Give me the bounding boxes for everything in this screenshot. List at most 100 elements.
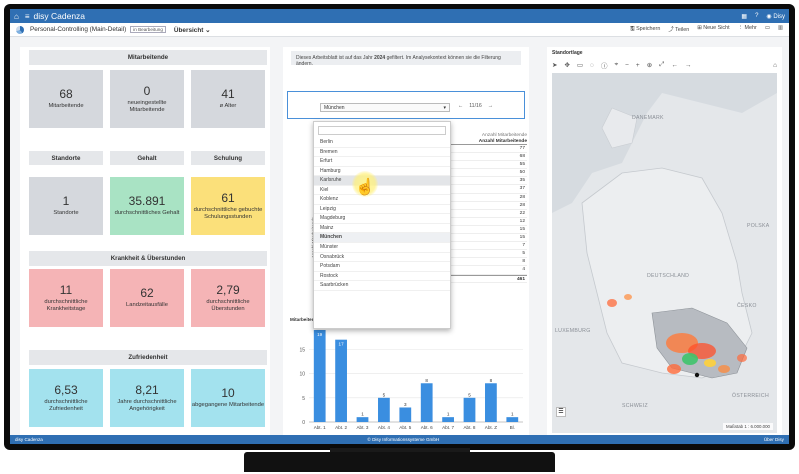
x-tick-label: Abt. 8	[463, 425, 475, 430]
dropdown-item[interactable]: Leipzig	[314, 205, 450, 215]
more-label: Mehr	[744, 25, 757, 31]
table-cell: 28	[519, 202, 525, 208]
grid-icon[interactable]: ▦	[741, 13, 748, 20]
zoom-box-icon[interactable]: ⊕	[646, 62, 653, 69]
table-cell: 15	[519, 235, 525, 241]
dropdown-item[interactable]: München	[314, 233, 450, 244]
back-icon[interactable]: ←	[671, 61, 678, 69]
dropdown-caret-icon: ▾	[443, 105, 446, 111]
kpi-standorte: 1 Standorte	[29, 177, 103, 235]
table-sum-row: 461	[433, 274, 527, 283]
info-icon[interactable]: ⓘ	[600, 63, 608, 70]
heat-spot	[607, 299, 617, 307]
dropdown-item[interactable]: Bremen	[314, 148, 450, 158]
map-canvas[interactable]: DANEMARK DEUTSCHLAND LUXEMBURG ÖSTERREIC…	[552, 73, 777, 433]
next-arrow-icon[interactable]: →	[487, 103, 493, 109]
view-selector[interactable]: Übersicht ⌄	[173, 26, 211, 34]
move-icon[interactable]: ✥	[564, 62, 570, 69]
dropdown-item[interactable]: Kiel	[314, 186, 450, 196]
kpi-alter: 41 ø Alter	[191, 70, 265, 128]
bar-value-label: 1	[361, 412, 364, 417]
x-tick-label: Abt. 5	[399, 425, 411, 430]
kpi-label: Landzeitausfälle	[126, 302, 168, 308]
dropdown-item[interactable]: Münster	[314, 243, 450, 253]
note-year: 2024	[374, 55, 386, 61]
kpi-zufriedenheit: 6,53 durchschnittliche Zufriedenheit	[29, 369, 103, 427]
save-button[interactable]: 🖫 Speichern	[629, 26, 661, 32]
dropdown-item[interactable]: Rostock	[314, 272, 450, 282]
land-denmark	[601, 107, 638, 149]
user-icon[interactable]: ◉ Disy	[766, 13, 785, 20]
help-icon[interactable]: ?	[755, 13, 759, 19]
view-label: Übersicht	[173, 26, 204, 34]
dropdown-item[interactable]: Osnabrück	[314, 253, 450, 263]
home-icon[interactable]: ⌂	[14, 11, 19, 21]
x-tick-label: Abt. 4	[378, 425, 390, 430]
kpi-value: 11	[59, 282, 73, 297]
table-cell: 5	[522, 251, 525, 257]
table-cell: 35	[519, 178, 525, 184]
y-tick-label: 0	[302, 420, 305, 426]
bar	[442, 417, 454, 422]
dropdown-search-input[interactable]	[318, 126, 446, 135]
lasso-icon[interactable]: ◌	[590, 61, 594, 69]
chart-panel: Mitarbeitende pro Abteilung 05101519Abt.…	[287, 316, 529, 434]
locate-icon[interactable]: ⌖	[614, 61, 619, 68]
prev-arrow-icon[interactable]: ←	[458, 103, 464, 109]
dropdown-item[interactable]: Hamburg	[314, 167, 450, 177]
table-row: 68	[433, 153, 527, 162]
new-view-button[interactable]: ⊞ Neue Sicht	[697, 25, 730, 31]
kpi-ueberstunden: 2,79 durchschnittliche Überstunden	[191, 269, 265, 327]
map-list-icon[interactable]: ☰	[556, 407, 566, 417]
location-marker[interactable]	[694, 372, 700, 378]
sea-area	[552, 73, 777, 213]
forward-icon[interactable]: →	[684, 61, 692, 69]
layout-icon[interactable]: ▥	[777, 25, 783, 31]
monitor-neck	[330, 448, 470, 454]
map-title: Standortlage	[552, 50, 583, 56]
location-select[interactable]: München ▾	[320, 103, 450, 112]
dropdown-item[interactable]: Potsdam	[314, 262, 450, 272]
bar-value-label: 8	[490, 378, 493, 383]
dropdown-item[interactable]: Magdeburg	[314, 214, 450, 224]
menu-icon[interactable]: ≡	[24, 11, 30, 21]
more-button[interactable]: ⋮ Mehr	[737, 25, 757, 31]
workbook-toolbar: Personal-Controlling (Main-Detail) in Be…	[10, 23, 789, 37]
table-cell: 4	[522, 267, 525, 273]
status-about-link[interactable]: Über Disy	[763, 437, 784, 442]
dropdown-item[interactable]: Erfurt	[314, 157, 450, 167]
zoom-out-icon[interactable]: −	[625, 61, 629, 69]
dropdown-item[interactable]: Mainz	[314, 224, 450, 234]
status-app-name: disy Cadenza	[15, 437, 43, 442]
table-header: Anzahl Mitarbeitende Anzahl Mitarbeitend…	[433, 133, 527, 145]
dropdown-item[interactable]: Saarbrücken	[314, 281, 450, 291]
dropdown-item[interactable]: Koblenz	[314, 195, 450, 205]
select-rect-icon[interactable]: ▭	[576, 62, 584, 69]
dropdown-item[interactable]: Berlin	[314, 138, 450, 148]
new-view-label: Neue Sicht	[703, 25, 730, 31]
bar-value-label: 3	[404, 402, 407, 407]
fit-icon[interactable]: ⤢	[659, 61, 665, 68]
selected-location: München	[324, 105, 345, 111]
share-button[interactable]: ⤴ Teilen	[668, 27, 690, 33]
dropdown-item[interactable]: Karlsruhe	[314, 176, 450, 186]
kpi-label: ø Alter	[219, 103, 237, 109]
table-cell: 37	[519, 186, 525, 192]
x-tick-label: Bl.	[510, 425, 515, 430]
kpi-angehoerigkeit: 8,21 Jahre durchschnittliche Angehörigke…	[110, 369, 184, 427]
kpi-label: durchschnittliches Gehalt	[114, 210, 180, 216]
home-map-icon[interactable]: ⌂	[773, 61, 777, 69]
app-bar: ⌂ ≡ disy Cadenza ▦ ? ◉ Disy	[10, 9, 789, 23]
table-header-top: Anzahl Mitarbeitende	[481, 133, 527, 138]
kpi-value: 61	[221, 190, 235, 205]
y-tick-label: 15	[299, 347, 305, 353]
map-scale: Maßstab 1 : 6.000.000	[723, 423, 773, 430]
zoom-in-icon[interactable]: +	[635, 61, 640, 69]
table-cell: 12	[519, 218, 525, 224]
x-tick-label: Abt. Z	[485, 425, 497, 430]
window-icon[interactable]: ▭	[764, 25, 770, 31]
save-label: Speichern	[636, 26, 661, 32]
map-toolbar: ➤ ✥ ▭ ◌ ⓘ ⌖ − + ⊕ ⤢ ← → ⌂	[552, 59, 777, 71]
cursor-icon[interactable]: ➤	[552, 62, 558, 69]
bar	[420, 383, 433, 422]
